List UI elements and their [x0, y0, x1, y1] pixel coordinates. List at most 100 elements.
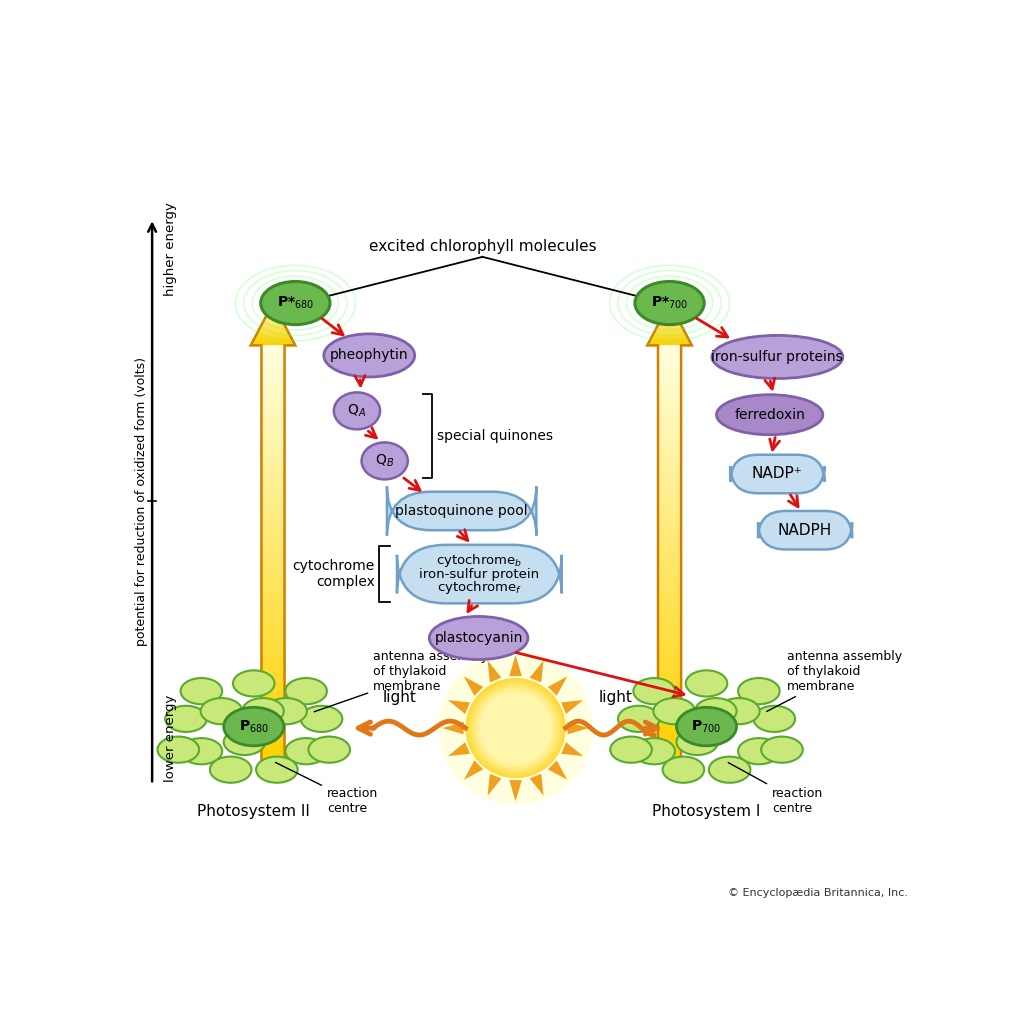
Bar: [658, 485, 681, 490]
Bar: [659, 319, 680, 323]
Bar: [658, 595, 681, 600]
Ellipse shape: [265, 698, 307, 724]
Ellipse shape: [467, 680, 564, 776]
Bar: [261, 434, 285, 439]
Ellipse shape: [223, 708, 284, 745]
Ellipse shape: [635, 282, 705, 325]
Bar: [658, 745, 681, 751]
Bar: [261, 423, 285, 429]
Bar: [261, 730, 285, 735]
Ellipse shape: [158, 736, 199, 763]
Bar: [261, 558, 285, 563]
Text: Photosystem I: Photosystem I: [652, 804, 761, 818]
Bar: [261, 756, 285, 761]
Text: plastocyanin: plastocyanin: [434, 631, 523, 645]
Bar: [658, 585, 681, 590]
Bar: [261, 740, 285, 745]
Text: P$_{680}$: P$_{680}$: [239, 719, 269, 735]
Bar: [261, 470, 285, 475]
Bar: [261, 455, 285, 460]
Bar: [658, 553, 681, 558]
Bar: [658, 626, 681, 631]
Ellipse shape: [233, 671, 274, 696]
Bar: [257, 331, 289, 333]
Bar: [261, 610, 285, 615]
Bar: [261, 605, 285, 610]
Text: lower energy: lower energy: [165, 694, 177, 781]
Polygon shape: [447, 700, 470, 714]
Text: P$_{700}$: P$_{700}$: [691, 719, 722, 735]
Ellipse shape: [473, 685, 558, 771]
Ellipse shape: [466, 678, 565, 778]
Ellipse shape: [478, 691, 553, 765]
Bar: [270, 305, 275, 307]
Bar: [261, 698, 285, 705]
Bar: [658, 705, 681, 710]
Bar: [648, 341, 691, 343]
Bar: [261, 647, 285, 652]
Bar: [261, 397, 285, 402]
Bar: [261, 745, 285, 751]
Bar: [261, 450, 285, 455]
Bar: [658, 377, 681, 382]
Text: cytochrome$_b$: cytochrome$_b$: [436, 552, 522, 568]
Ellipse shape: [709, 757, 751, 782]
Polygon shape: [442, 722, 464, 734]
Bar: [649, 339, 689, 341]
Bar: [261, 637, 285, 642]
Bar: [267, 311, 279, 313]
Bar: [658, 678, 681, 683]
Ellipse shape: [261, 282, 330, 325]
Bar: [261, 688, 285, 693]
Bar: [261, 725, 285, 730]
Ellipse shape: [738, 738, 779, 764]
Ellipse shape: [438, 651, 593, 805]
Ellipse shape: [477, 689, 554, 767]
Ellipse shape: [610, 736, 652, 763]
Ellipse shape: [717, 394, 823, 435]
Ellipse shape: [617, 706, 659, 732]
Ellipse shape: [256, 757, 298, 782]
Bar: [658, 413, 681, 418]
Bar: [658, 543, 681, 548]
Bar: [261, 382, 285, 387]
Bar: [658, 740, 681, 745]
Bar: [658, 710, 681, 715]
Bar: [261, 548, 285, 553]
Bar: [261, 345, 285, 350]
Bar: [658, 527, 681, 532]
Bar: [658, 450, 681, 455]
Text: Photosystem II: Photosystem II: [198, 804, 310, 818]
Bar: [261, 355, 285, 361]
Polygon shape: [487, 660, 502, 682]
Ellipse shape: [718, 698, 760, 724]
Ellipse shape: [476, 688, 555, 768]
Text: special quinones: special quinones: [437, 429, 553, 443]
Ellipse shape: [474, 687, 557, 769]
Ellipse shape: [468, 680, 563, 776]
Bar: [261, 517, 285, 522]
Bar: [256, 333, 290, 335]
Ellipse shape: [469, 681, 562, 775]
Bar: [658, 418, 681, 423]
Ellipse shape: [201, 698, 243, 724]
Ellipse shape: [471, 684, 559, 772]
Bar: [658, 558, 681, 563]
Bar: [658, 517, 681, 522]
Text: ferredoxin: ferredoxin: [734, 408, 805, 422]
Bar: [261, 574, 285, 580]
Bar: [261, 553, 285, 558]
Bar: [658, 470, 681, 475]
Ellipse shape: [677, 729, 718, 755]
Bar: [653, 333, 686, 335]
Bar: [261, 735, 285, 740]
Bar: [658, 605, 681, 610]
Bar: [261, 569, 285, 574]
Bar: [261, 465, 285, 470]
Bar: [261, 715, 285, 720]
Bar: [658, 382, 681, 387]
Bar: [261, 325, 286, 327]
Bar: [261, 418, 285, 423]
Bar: [261, 502, 285, 507]
Bar: [261, 705, 285, 710]
